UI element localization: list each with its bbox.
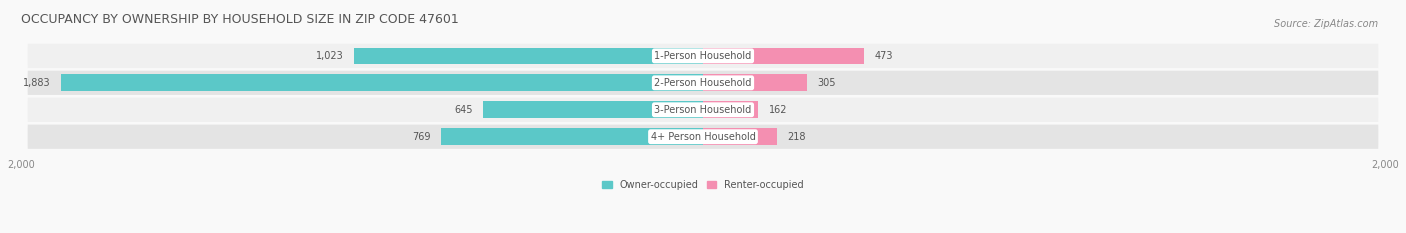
Text: 305: 305 (817, 78, 835, 88)
Text: OCCUPANCY BY OWNERSHIP BY HOUSEHOLD SIZE IN ZIP CODE 47601: OCCUPANCY BY OWNERSHIP BY HOUSEHOLD SIZE… (21, 13, 458, 26)
Text: 473: 473 (875, 51, 893, 61)
Bar (703, 75, 807, 91)
FancyBboxPatch shape (28, 125, 1378, 149)
Text: 162: 162 (769, 105, 787, 115)
Text: Source: ZipAtlas.com: Source: ZipAtlas.com (1274, 19, 1378, 29)
Text: 1,883: 1,883 (22, 78, 51, 88)
Legend: Owner-occupied, Renter-occupied: Owner-occupied, Renter-occupied (599, 176, 807, 194)
Text: 769: 769 (412, 132, 430, 142)
Bar (484, 101, 703, 118)
Bar (703, 48, 865, 64)
Text: 3-Person Household: 3-Person Household (654, 105, 752, 115)
Text: 645: 645 (454, 105, 472, 115)
Text: 1,023: 1,023 (316, 51, 344, 61)
FancyBboxPatch shape (28, 71, 1378, 95)
Bar (354, 48, 703, 64)
Bar (703, 101, 758, 118)
Text: 1-Person Household: 1-Person Household (654, 51, 752, 61)
Bar (703, 128, 778, 145)
Text: 2-Person Household: 2-Person Household (654, 78, 752, 88)
Text: 218: 218 (787, 132, 806, 142)
FancyBboxPatch shape (28, 44, 1378, 68)
Text: 4+ Person Household: 4+ Person Household (651, 132, 755, 142)
Bar (440, 128, 703, 145)
FancyBboxPatch shape (28, 98, 1378, 122)
Bar (60, 75, 703, 91)
